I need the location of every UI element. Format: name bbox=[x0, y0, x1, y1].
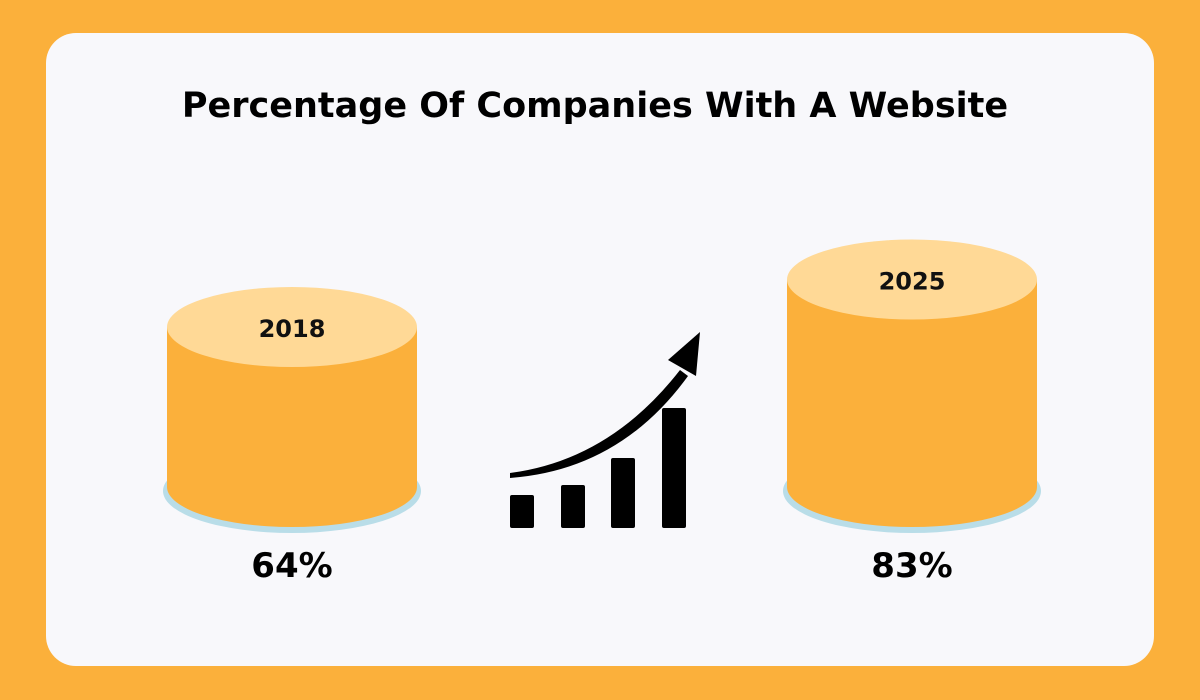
cylinder-group: 2018 64% 2025 83% bbox=[163, 239, 1041, 586]
year-label: 2025 bbox=[879, 268, 946, 296]
value-label: 64% bbox=[251, 546, 332, 586]
cyl-2025-body bbox=[787, 279, 1037, 527]
chart-title: Percentage Of Companies With A Website bbox=[181, 86, 1009, 126]
cyl-2018-body bbox=[167, 327, 417, 527]
growth-chart-arrow-icon bbox=[510, 332, 700, 528]
year-label: 2018 bbox=[259, 315, 326, 343]
cyl-2018-top bbox=[167, 287, 417, 367]
value-label: 83% bbox=[871, 546, 952, 586]
cyl-2025-top bbox=[787, 239, 1037, 320]
